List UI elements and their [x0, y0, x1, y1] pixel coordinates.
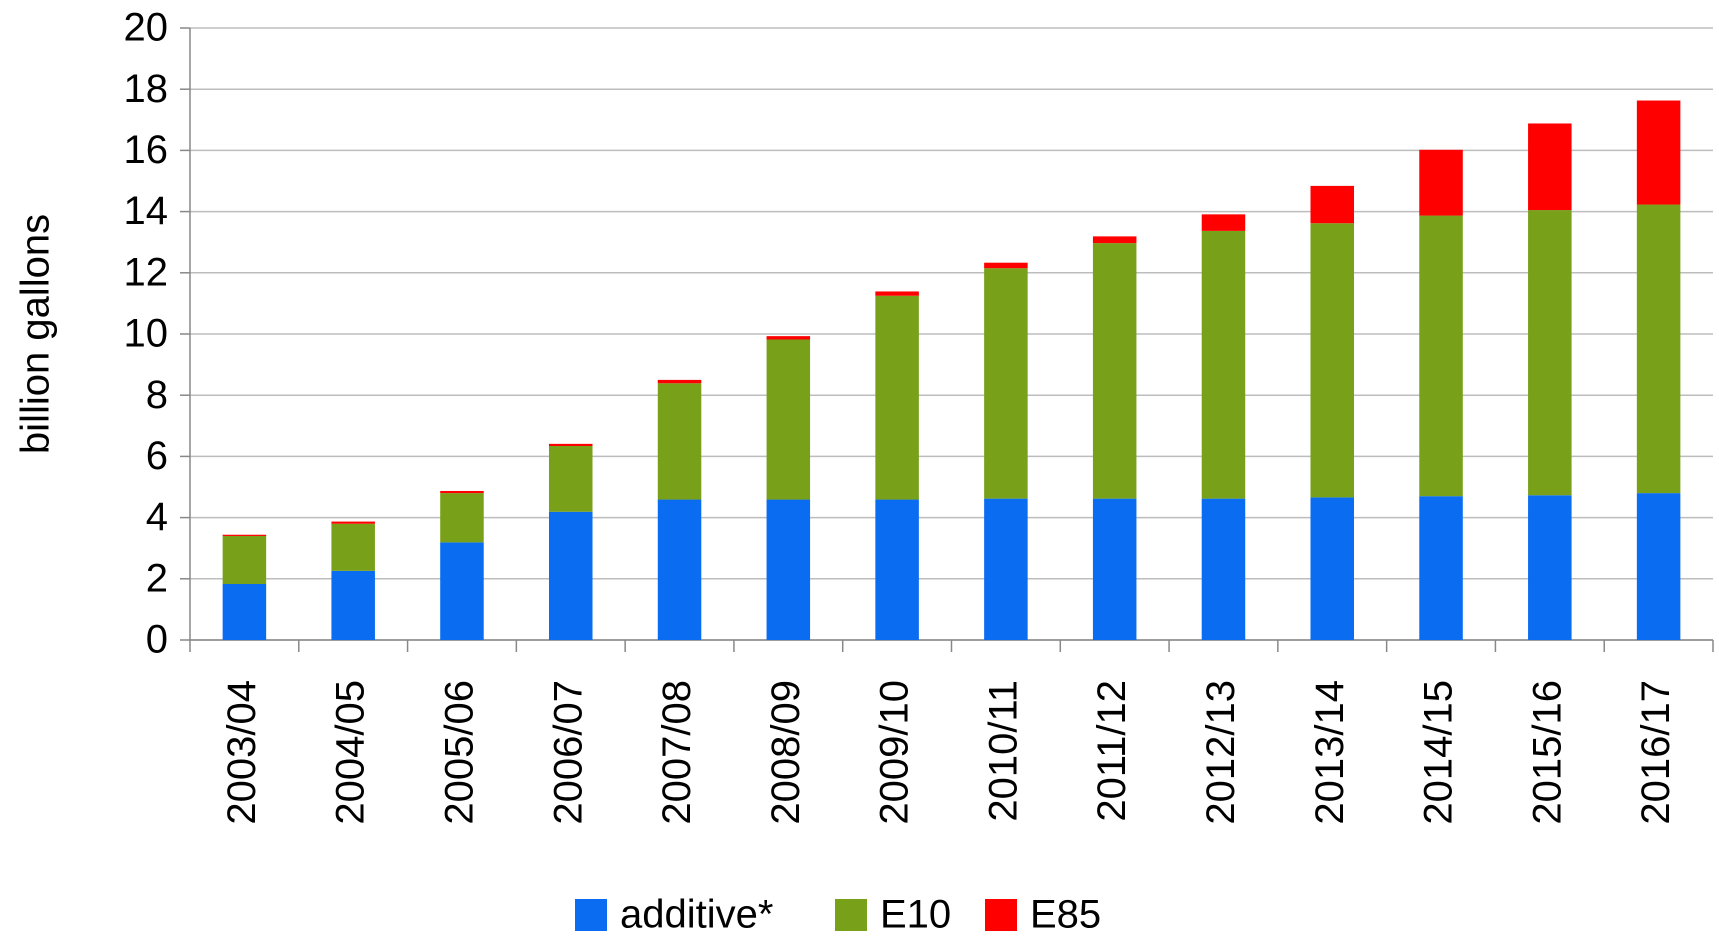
bar-segment: [984, 498, 1028, 640]
legend-label: additive*: [620, 893, 773, 937]
x-tick-label: 2016/17: [1634, 680, 1678, 825]
bar-segment: [1419, 149, 1463, 216]
bar-segment: [548, 445, 593, 512]
x-tick-label: 2013/14: [1308, 680, 1352, 825]
legend-swatch: [985, 899, 1017, 931]
bar-segment: [766, 499, 811, 640]
y-tick-label: 14: [124, 189, 169, 233]
bar-segment: [222, 534, 267, 536]
y-tick-label: 8: [146, 373, 168, 417]
bar-segment: [1310, 223, 1355, 498]
bar-segment: [222, 584, 267, 640]
y-tick-label: 10: [124, 312, 169, 356]
x-tick-label: 2003/04: [220, 680, 264, 825]
x-tick-label: 2011/12: [1090, 680, 1134, 822]
x-tick-label: 2006/07: [546, 680, 590, 825]
x-tick-label: 2009/10: [873, 680, 917, 825]
bar-segment: [875, 295, 919, 500]
bar-segment: [331, 521, 375, 524]
bar-segment: [331, 523, 375, 571]
y-tick-label: 18: [124, 67, 169, 111]
bar-segment: [331, 570, 375, 640]
bar-segment: [1636, 204, 1681, 494]
y-tick-label: 20: [124, 6, 169, 50]
bar-segment: [1201, 230, 1246, 499]
x-tick-label: 2004/05: [329, 680, 373, 825]
bar-segment: [440, 490, 484, 494]
bar-segment: [1310, 185, 1355, 224]
bar-segment: [1092, 243, 1137, 499]
y-axis-label: billion gallons: [14, 214, 58, 454]
bar-segment: [1310, 497, 1355, 640]
bar-segment: [548, 443, 593, 446]
legend-label: E10: [880, 893, 951, 937]
bar-segment: [657, 499, 702, 640]
bar-segment: [1092, 498, 1137, 640]
bar-segment: [440, 542, 484, 640]
bar-segment: [657, 379, 702, 384]
bar-segment: [1201, 214, 1246, 231]
y-tick-label: 4: [146, 495, 168, 539]
x-tick-label: 2007/08: [655, 680, 699, 825]
y-tick-label: 12: [124, 250, 169, 294]
x-tick-label: 2010/11: [981, 680, 1025, 822]
bar-segment: [984, 262, 1028, 269]
bar-segment: [766, 339, 811, 500]
y-tick-label: 16: [124, 128, 169, 172]
bar-segment: [1636, 100, 1681, 205]
bar-segment: [440, 493, 484, 543]
y-tick-label: 6: [146, 434, 168, 478]
x-tick-label: 2005/06: [438, 680, 482, 825]
bar-segment: [1528, 210, 1572, 496]
x-tick-label: 2012/13: [1199, 680, 1243, 825]
x-tick-label: 2015/16: [1525, 680, 1569, 825]
bar-segment: [766, 336, 811, 340]
bar-segment: [1419, 496, 1463, 640]
bar-segment: [875, 499, 919, 640]
x-tick-label: 2014/15: [1417, 680, 1461, 825]
bar-segment: [222, 535, 267, 585]
bar-segment: [657, 383, 702, 500]
legend-label: E85: [1030, 893, 1101, 937]
bar-segment: [1636, 493, 1681, 640]
bar-segment: [1092, 236, 1137, 244]
x-tick-label: 2008/09: [764, 680, 808, 825]
bar-segment: [1528, 495, 1572, 640]
bar-segment: [1419, 215, 1463, 497]
bar-segment: [875, 291, 919, 296]
y-tick-label: 0: [146, 618, 168, 662]
y-tick-label: 2: [146, 556, 168, 600]
legend-swatch: [835, 899, 867, 931]
bar-segment: [1201, 498, 1246, 640]
bar-segment: [984, 268, 1028, 499]
legend-swatch: [575, 899, 607, 931]
bar-segment: [548, 511, 593, 640]
bar-segment: [1528, 123, 1572, 211]
